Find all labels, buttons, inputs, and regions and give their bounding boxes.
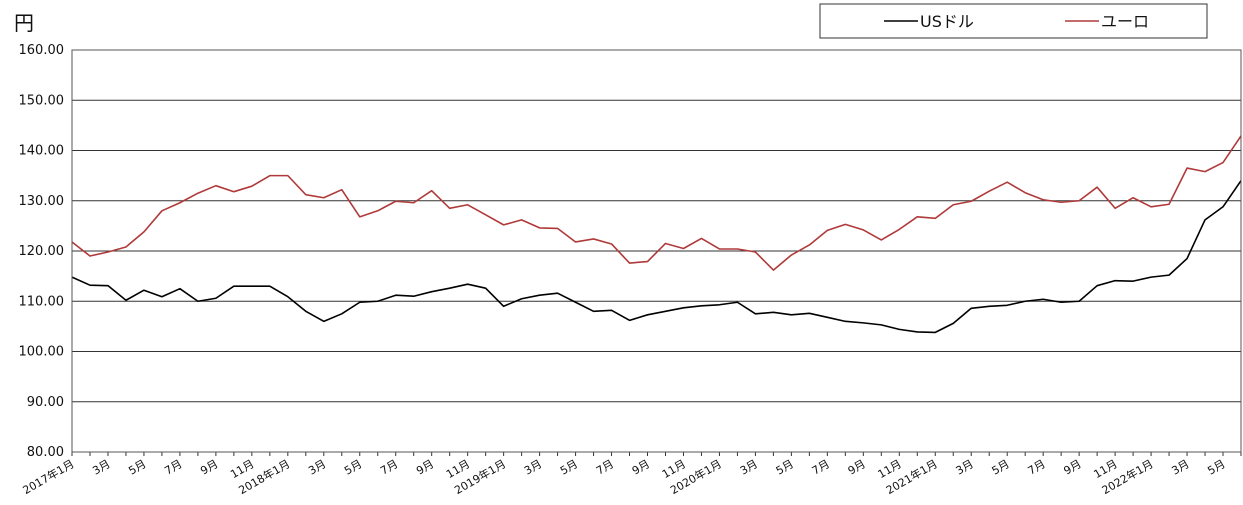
y-axis-ticks: 80.00 90.00 100.00 110.00 120.00 130.00 140.00…	[19, 43, 65, 460]
x-tick-label: 9月	[198, 457, 220, 477]
legend-label-usd: USドル	[920, 12, 974, 31]
x-tick-label: 3月	[954, 457, 976, 477]
legend-label-eur: ユーロ	[1101, 12, 1149, 31]
grid-lines	[72, 49, 1241, 453]
x-tick-label: 7月	[162, 457, 184, 477]
y-tick-label: 120.00	[19, 244, 65, 259]
legend: USドル ユーロ	[819, 3, 1208, 39]
y-tick-label: 90.00	[27, 395, 64, 410]
x-tick-label: 9月	[630, 457, 652, 477]
y-tick-label: 80.00	[27, 445, 64, 460]
x-tick-label: 3月	[738, 457, 760, 477]
x-tick-label: 5月	[990, 457, 1012, 477]
series-layer	[71, 135, 1242, 334]
x-tick-label: 9月	[846, 457, 868, 477]
x-tick-label: 9月	[1062, 457, 1084, 477]
x-tick-label: 3月	[90, 457, 112, 477]
series-line-eur	[71, 135, 1242, 271]
x-tick-label: 9月	[414, 457, 436, 477]
y-tick-label: 140.00	[19, 144, 65, 159]
x-tick-label: 2017年1月	[20, 456, 76, 497]
x-tick-label: 5月	[1205, 457, 1227, 477]
series-line-usd	[71, 180, 1242, 334]
x-tick-label: 7月	[594, 457, 616, 477]
y-tick-label: 110.00	[19, 294, 65, 309]
x-tick-label: 3月	[306, 457, 328, 477]
x-tick-label: 5月	[774, 457, 796, 477]
x-tick-label: 5月	[342, 457, 364, 477]
x-tick-label: 3月	[1169, 457, 1191, 477]
x-tick-label: 7月	[1026, 457, 1048, 477]
plot-frame	[71, 49, 1242, 453]
y-axis-unit-label: 円	[14, 11, 34, 35]
y-tick-label: 130.00	[19, 194, 65, 209]
x-tick-label: 5月	[126, 457, 148, 477]
y-tick-label: 100.00	[19, 345, 65, 360]
x-tick-label: 7月	[378, 457, 400, 477]
x-tick-label: 3月	[522, 457, 544, 477]
x-tick-label: 7月	[810, 457, 832, 477]
x-tick-label: 5月	[558, 457, 580, 477]
y-tick-label: 150.00	[19, 93, 65, 108]
y-tick-label: 160.00	[19, 43, 65, 58]
